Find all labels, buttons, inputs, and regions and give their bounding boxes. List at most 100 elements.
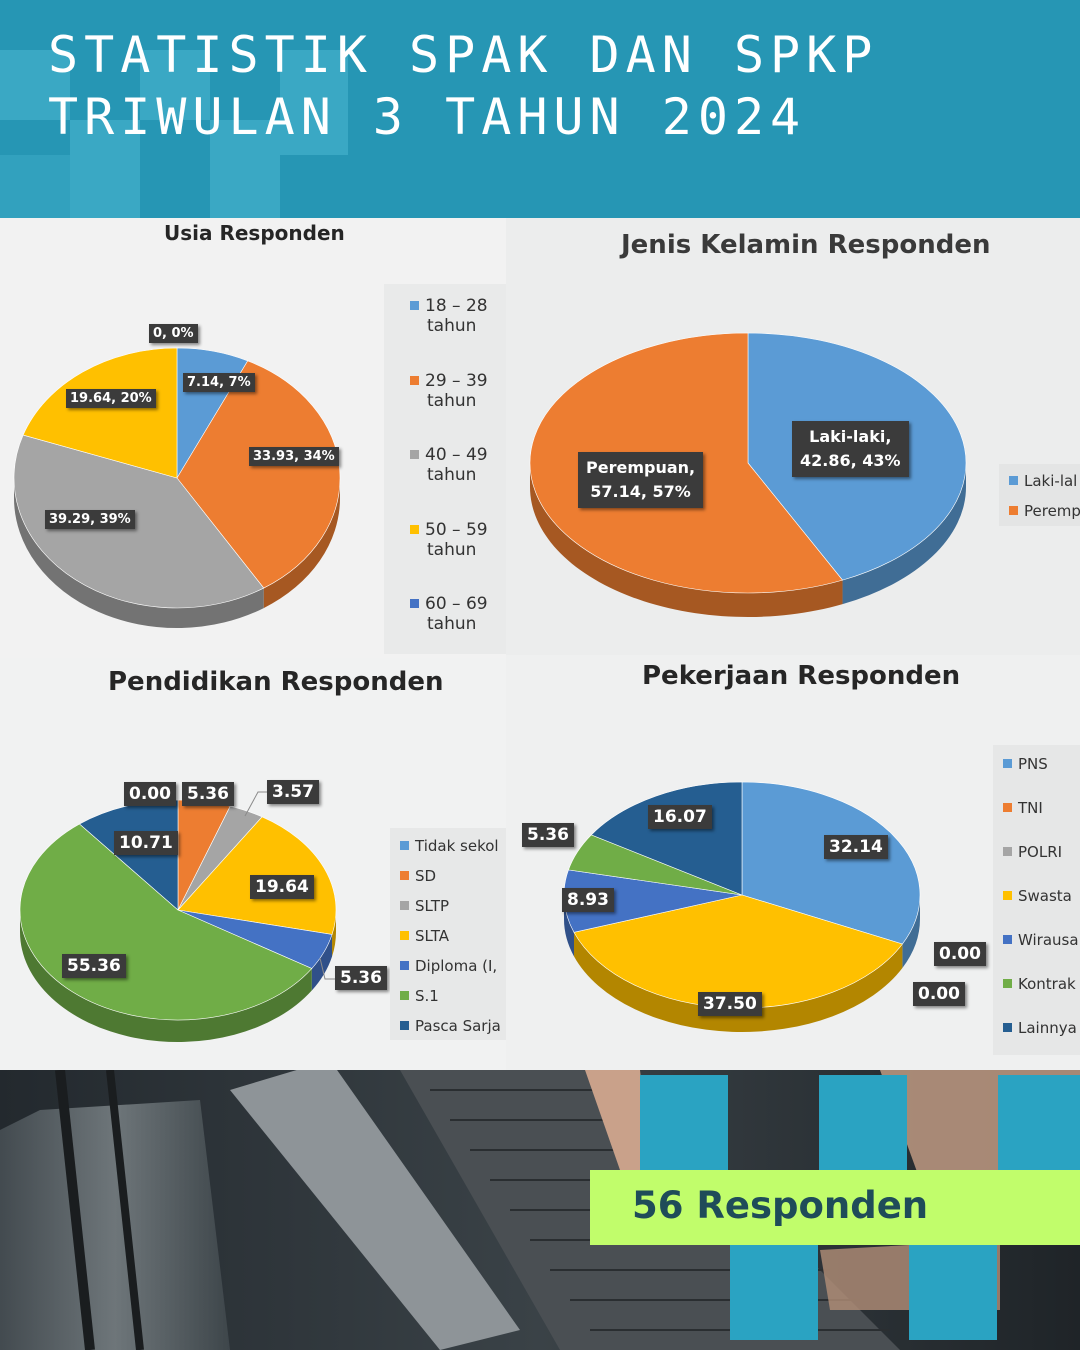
glass-stem [106,1070,144,1350]
legend-pendidikan: Tidak sekol SD SLTP SLTA Diploma (I, S.1… [390,828,506,1040]
legend-swatch [1003,1023,1012,1032]
decor-block [998,1075,1080,1170]
data-label-60-69: 0, 0% [149,324,198,343]
chart-usia-responden: Usia Responden 0, 0% 7.14, 7% 19.64, 20%… [0,218,506,658]
chart-title: Pekerjaan Responden [642,661,961,691]
legend-text: tahun [427,316,477,336]
pie-slice-side [573,932,903,1032]
legend-text: Tidak sekol [415,837,499,855]
legend-text: 29 – 39 [425,371,488,391]
legend-swatch [410,450,419,459]
legend-text: 50 – 59 [425,520,488,540]
legend-swatch [400,931,409,940]
legend-text: Laki-lal [1024,472,1078,490]
legend-item: Laki-lal [1009,472,1077,490]
pie-side-walls [564,895,920,1032]
data-label-sltp: 3.57 [267,780,319,804]
pie-slice-side [332,910,336,957]
data-label-kontrak: 5.36 [522,823,574,847]
data-label-diploma: 5.36 [335,966,387,990]
data-label-pns: 32.14 [824,835,888,859]
pie-slice-side [530,463,843,617]
legend-swatch [1003,891,1012,900]
legend-item: SLTP [400,897,449,915]
data-label-29-39: 33.93, 34% [249,447,339,466]
pie-slice-side [14,478,264,628]
legend-text: PNS [1018,755,1048,773]
legend-text: SLTP [415,897,450,915]
decor-square [210,120,280,218]
decor-block [640,1075,728,1170]
legend-jenis-kelamin: Laki-lal Peremp [999,464,1080,526]
data-label-s1: 55.36 [62,954,126,978]
data-label-40-49: 39.29, 39% [45,510,135,529]
legend-item: Diploma (I, [400,957,497,975]
legend-item: Tidak sekol [400,837,499,855]
data-label-line: Laki-laki, [809,427,892,446]
legend-text: Diploma (I, [415,957,498,975]
legend-item: Lainnya [1003,1019,1077,1037]
legend-swatch [400,961,409,970]
legend-item: SD [400,867,436,885]
title-line-2: TRIWULAN 3 TAHUN 2024 [48,88,807,146]
legend-item: 18 – 28 tahun [410,296,488,336]
decor-square [140,50,210,120]
legend-text: Kontrak [1018,975,1076,993]
data-label-slta: 19.64 [250,875,314,899]
chart-title: Usia Responden [164,221,345,245]
legend-swatch [410,301,419,310]
legend-swatch [400,841,409,850]
data-label-tni: 0.00 [934,942,986,966]
data-label-polri: 0.00 [913,982,965,1006]
data-label-laki-laki: Laki-laki, 42.86, 43% [792,421,909,477]
legend-text: tahun [427,614,477,634]
legend-text: Swasta [1018,887,1072,905]
legend-text: POLRI [1018,843,1063,861]
legend-item: Peremp [1009,502,1080,520]
legend-item: 60 – 69 tahun [410,594,488,634]
legend-text: Peremp [1024,502,1080,520]
legend-item: 29 – 39 tahun [410,371,488,411]
pie-slice-side [564,895,574,957]
data-label-swasta: 37.50 [698,992,762,1016]
legend-item: Wirausa [1003,931,1079,949]
data-label-18-28: 7.14, 7% [183,373,255,392]
legend-swatch [410,525,419,534]
legend-swatch [1009,476,1018,485]
legend-text: TNI [1018,799,1043,817]
pie-slice-side [20,910,312,1042]
data-label-pasca-sarjana: 10.71 [114,831,178,855]
data-label-tidak-sekolah: 0.00 [124,782,176,806]
legend-text: SD [415,867,437,885]
pie-group-pendidikan [19,799,337,1042]
respondent-count-banner: 56 Responden [590,1170,1080,1245]
data-label-wiraswasta: 8.93 [562,888,614,912]
pie-slice-side [842,463,966,605]
legend-text: 60 – 69 [425,594,488,614]
pie-slice-50-59-tahun [22,347,178,479]
legend-text: Wirausa [1018,931,1079,949]
chart-jenis-kelamin-responden: Jenis Kelamin Responden Laki-laki, 42.86,… [506,218,1080,655]
chart-pendidikan-responden: Pendidikan Responden 0.00 5.36 3.57 10.7… [0,658,506,1070]
legend-swatch [1003,935,1012,944]
decor-block [909,1245,997,1340]
pie-slice-40-49-tahun [13,434,265,609]
legend-swatch [410,376,419,385]
legend-text: Pasca Sarja [415,1017,501,1035]
hand-shape [585,1070,650,1170]
chart-title: Pendidikan Responden [108,667,444,697]
legend-text: SLTA [415,927,450,945]
legend-swatch [1003,759,1012,768]
legend-item: S.1 [400,987,439,1005]
decor-square [70,120,140,218]
decor-square [0,50,70,120]
pie-side-walls [14,478,340,628]
chart-title: Jenis Kelamin Responden [621,230,991,260]
legend-item: SLTA [400,927,449,945]
legend-text: tahun [427,391,477,411]
legend-item: PNS [1003,755,1048,773]
legend-swatch [400,991,409,1000]
legend-swatch [1009,506,1018,515]
data-label-50-59: 19.64, 20% [66,389,156,408]
data-label-line: 42.86, 43% [800,451,901,470]
